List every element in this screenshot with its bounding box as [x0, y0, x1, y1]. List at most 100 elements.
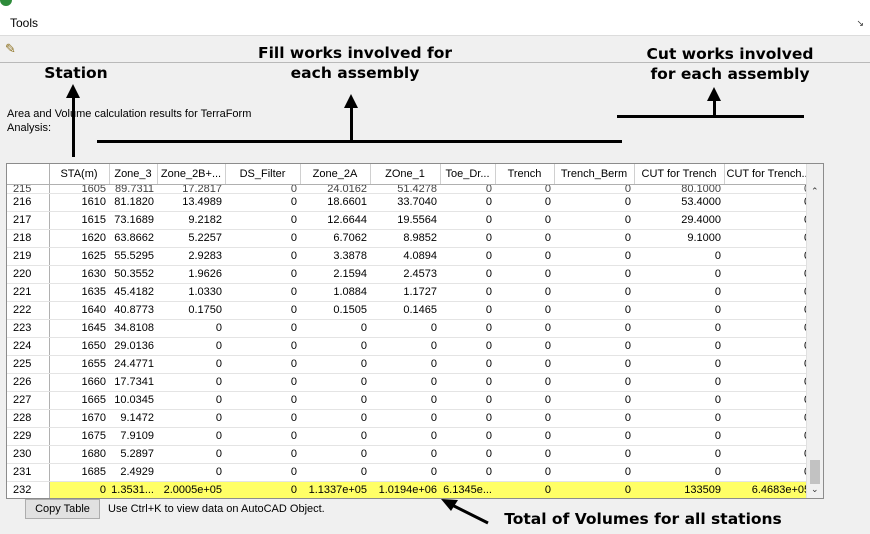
table-cell: 1610: [49, 193, 109, 212]
column-header[interactable]: Trench_Berm: [554, 164, 635, 185]
table-row[interactable]: 216 1610 81.1820 13.4989 0 18.6601 33.7040 0 0 0 5…: [7, 193, 814, 212]
table-cell: 0: [724, 301, 814, 320]
table-cell: 51.4278: [370, 184, 440, 194]
table-cell: 0: [634, 301, 724, 320]
vertical-scrollbar[interactable]: ⌃ ⌄: [806, 164, 823, 498]
table-cell: 0: [300, 409, 370, 428]
table-cell: 0: [370, 427, 440, 446]
scroll-thumb[interactable]: [810, 460, 820, 484]
column-header[interactable]: Zone_2B+...: [157, 164, 226, 185]
table-cell: 9.1000: [634, 229, 724, 248]
table-cell: 2.4573: [370, 265, 440, 284]
table-cell: 0: [495, 184, 554, 194]
table-cell: 0: [724, 355, 814, 374]
scroll-up-icon[interactable]: ⌃: [811, 186, 819, 196]
scroll-down-icon[interactable]: ⌄: [811, 484, 819, 494]
row-number: 229: [7, 427, 50, 446]
table-cell: 0: [724, 463, 814, 482]
expand-icon[interactable]: ↘: [856, 18, 864, 28]
table-cell: 0: [634, 247, 724, 266]
copy-table-button[interactable]: Copy Table: [25, 499, 100, 519]
total-row[interactable]: 232 0 1.3531... 2.0005e+05 0 1.1337e+05 1.0194…: [7, 481, 814, 498]
column-header[interactable]: Zone_2A: [300, 164, 371, 185]
table-row[interactable]: 215 1605 89.7311 17.2817 0 24.0162 51.4278 0 0 0 8…: [7, 184, 814, 194]
table-cell: 29.0136: [109, 337, 157, 356]
table-cell: 0: [634, 283, 724, 302]
column-header[interactable]: STA(m): [49, 164, 110, 185]
table-cell: 89.7311: [109, 184, 157, 194]
table-cell: 0: [554, 427, 634, 446]
table-cell: 0: [157, 427, 225, 446]
cut-arrowhead: [707, 87, 721, 101]
cut-arrow-line: [713, 99, 716, 117]
table-row[interactable]: 218 1620 63.8662 5.2257 0 6.7062 8.9852 0 0 0 9.10…: [7, 229, 814, 248]
cut-bracket-line: [617, 115, 804, 118]
column-header[interactable]: CUT for Trench...: [724, 164, 814, 185]
table-cell: 0: [724, 247, 814, 266]
table-cell: 1.0330: [157, 283, 225, 302]
table-cell: 0: [440, 445, 495, 464]
table-cell: 0: [370, 445, 440, 464]
table-row[interactable]: 217 1615 73.1689 9.2182 0 12.6644 19.5564 0 0 0 29…: [7, 211, 814, 230]
menu-tools[interactable]: Tools: [10, 16, 39, 30]
table-cell: 24.0162: [300, 184, 370, 194]
row-number: 223: [7, 319, 50, 338]
table-cell: 5.2257: [157, 229, 225, 248]
table-cell: 0: [157, 409, 225, 428]
table-cell: 1620: [49, 229, 109, 248]
table-cell: 0: [370, 391, 440, 410]
table-cell: 0: [157, 355, 225, 374]
table-cell: 9.2182: [157, 211, 225, 230]
annotation-fill-line2: each assembly: [290, 64, 420, 82]
table-cell: 0: [440, 265, 495, 284]
column-header[interactable]: DS_Filter: [225, 164, 301, 185]
table-cell: 0: [225, 337, 300, 356]
table-cell: 0: [724, 409, 814, 428]
table-cell: 8.9852: [370, 229, 440, 248]
table-cell: 0: [724, 184, 814, 194]
results-table[interactable]: STA(m) Zone_3 Zone_2B+... DS_Filter Zone_2A Z…: [6, 163, 824, 499]
table-cell: 1.9626: [157, 265, 225, 284]
table-cell: 0: [225, 247, 300, 266]
row-number: 227: [7, 391, 50, 410]
table-cell: 0: [495, 247, 554, 266]
table-cell: 0: [554, 445, 634, 464]
pencil-icon[interactable]: ✎: [5, 41, 16, 56]
table-cell: 1640: [49, 301, 109, 320]
table-cell: 0: [300, 337, 370, 356]
table-cell: 40.8773: [109, 301, 157, 320]
column-header[interactable]: Zone_3: [109, 164, 158, 185]
table-cell: 12.6644: [300, 211, 370, 230]
table-cell: 0: [225, 319, 300, 338]
table-cell: 0: [554, 373, 634, 392]
table-cell: 0: [225, 184, 300, 194]
column-header[interactable]: Trench: [495, 164, 555, 185]
table-cell: 0: [370, 355, 440, 374]
table-cell: 80.1000: [634, 184, 724, 194]
column-header[interactable]: ZOne_1: [370, 164, 441, 185]
table-cell: 0: [225, 211, 300, 230]
table-cell: 0: [554, 283, 634, 302]
table-cell: 6.1345e...: [440, 481, 495, 498]
table-cell: 0: [554, 463, 634, 482]
table-cell: 0: [440, 355, 495, 374]
table-cell: 0: [300, 373, 370, 392]
table-cell: 0: [634, 265, 724, 284]
column-header[interactable]: CUT for Trench: [634, 164, 725, 185]
table-cell: 0: [634, 391, 724, 410]
table-cell: 2.0005e+05: [157, 481, 225, 498]
column-header[interactable]: Toe_Dr...: [440, 164, 496, 185]
